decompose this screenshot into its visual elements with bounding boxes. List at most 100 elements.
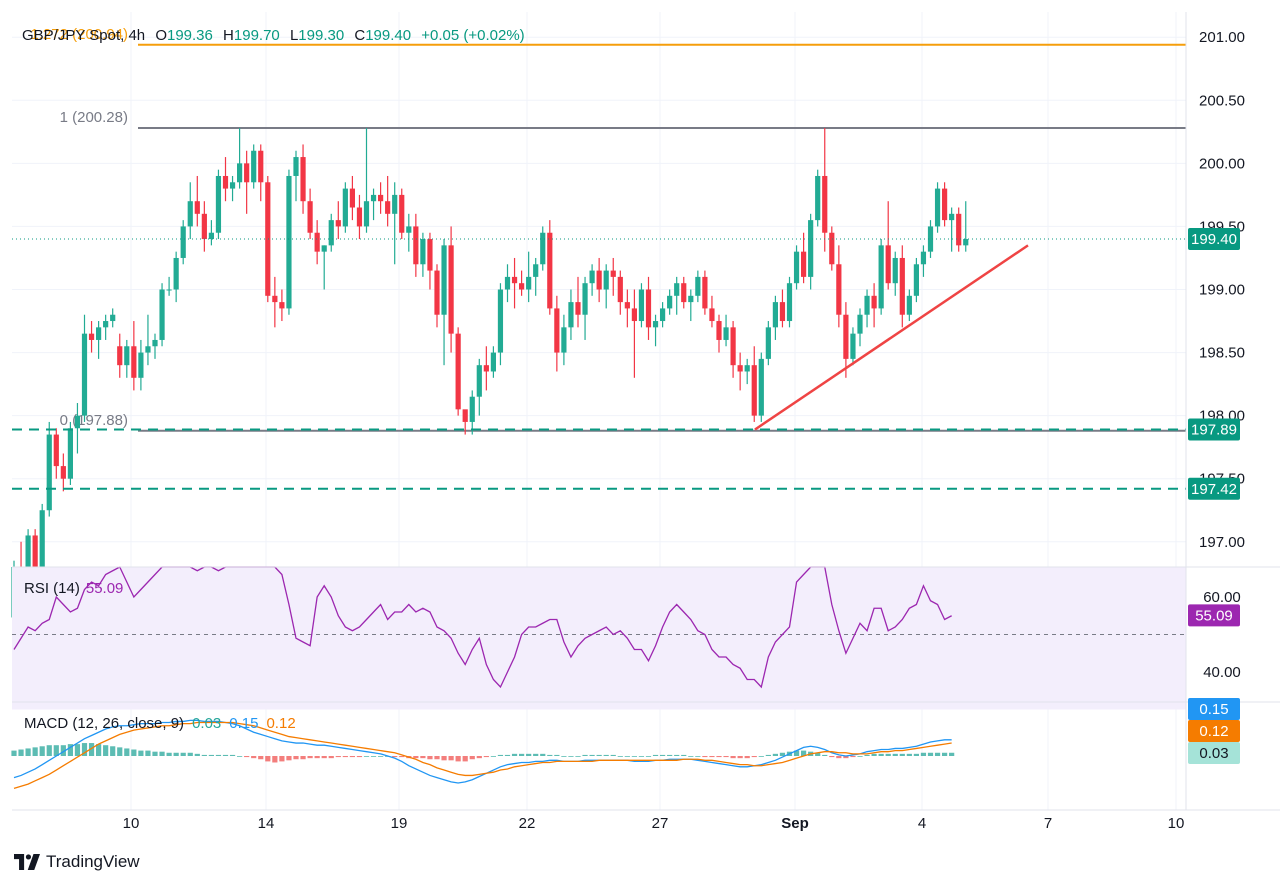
level-price-tag: 197.42 xyxy=(1188,477,1240,500)
macd-histogram-bar xyxy=(208,754,214,756)
candle-body xyxy=(363,201,370,227)
candle-body xyxy=(864,295,870,315)
candle-body xyxy=(624,302,630,309)
rsi-tick-label: 40.00 xyxy=(1203,664,1241,681)
macd-histogram-bar xyxy=(110,746,116,756)
candle-body xyxy=(892,257,898,284)
candle-body xyxy=(744,365,750,372)
candle-body xyxy=(173,257,179,290)
candle-body xyxy=(46,434,52,511)
candle-body xyxy=(899,257,905,315)
candle xyxy=(765,321,771,366)
candle xyxy=(124,339,130,378)
fib-level-label: 1 (200.28) xyxy=(60,109,128,126)
candle xyxy=(392,182,398,265)
histogram-value-tag-bg xyxy=(1188,742,1240,764)
macd-histogram-bar xyxy=(504,754,511,756)
candle xyxy=(307,188,313,240)
level-price-tag-text: 197.89 xyxy=(1191,422,1237,439)
candle xyxy=(857,308,863,347)
macd-value-tag-text: 0.15 xyxy=(1199,701,1228,718)
macd-histogram-bar xyxy=(363,756,370,757)
candle-body xyxy=(702,276,708,309)
candle-body xyxy=(32,535,38,580)
candle xyxy=(871,283,877,328)
candle-body xyxy=(949,213,955,221)
macd-histogram-bar xyxy=(575,756,581,757)
candle xyxy=(434,264,440,328)
macd-histogram-bar xyxy=(547,754,553,756)
macd-histogram-bar xyxy=(349,756,355,758)
candle-body xyxy=(152,339,158,347)
macd-histogram-bar xyxy=(300,756,306,760)
macd-legend-value: 0.03 xyxy=(192,715,221,732)
candle-body xyxy=(850,333,856,359)
macd-histogram-bar xyxy=(25,748,31,756)
candle xyxy=(956,207,962,252)
macd-histogram-bar xyxy=(709,756,715,758)
macd-histogram-bar xyxy=(392,756,398,758)
candle xyxy=(399,188,405,240)
macd-histogram-bar xyxy=(617,756,623,757)
macd-histogram-bar xyxy=(222,754,229,756)
macd-histogram-bar xyxy=(286,756,292,761)
candle xyxy=(131,321,137,391)
candle xyxy=(237,128,243,189)
x-tick-label: Sep xyxy=(781,815,809,832)
candle-body xyxy=(399,194,405,233)
candle-body xyxy=(265,182,271,296)
macd-histogram-bar xyxy=(117,747,123,756)
candle-body xyxy=(293,157,299,176)
y-tick-label: 197.00 xyxy=(1199,534,1245,551)
macd-histogram-bar xyxy=(356,756,363,758)
candle xyxy=(342,182,348,233)
macd-histogram-bar xyxy=(469,756,475,760)
candle-body xyxy=(617,276,623,303)
macd-histogram-bar xyxy=(46,745,52,756)
macd-histogram-bar xyxy=(779,752,786,756)
candle-body xyxy=(39,510,45,580)
candle-body xyxy=(561,327,567,353)
candle xyxy=(949,207,955,252)
candle-body xyxy=(829,232,835,265)
candle-body xyxy=(519,283,525,290)
candle-body xyxy=(779,302,786,322)
macd-histogram-bar xyxy=(11,750,17,756)
macd-histogram-bar xyxy=(730,756,736,759)
candle-body xyxy=(194,201,200,214)
macd-histogram-bar xyxy=(906,753,912,756)
candle-body xyxy=(378,194,384,202)
macd-histogram-bar xyxy=(131,749,137,756)
candle-body xyxy=(963,239,969,246)
candle-body xyxy=(145,346,151,353)
rsi-value-tag: 55.09 xyxy=(1188,604,1240,627)
candle xyxy=(258,144,264,202)
macd-histogram-bar xyxy=(152,751,158,756)
candle xyxy=(878,239,884,315)
axes: 10 14 19 22 27 Sep 4 7 10201.00200.50200.00199.5… xyxy=(12,12,1280,832)
macd-histogram-bar xyxy=(533,753,539,756)
candle xyxy=(427,232,433,290)
candle xyxy=(561,314,567,366)
symbol-comma: , xyxy=(120,27,128,44)
candle xyxy=(476,358,482,416)
macd-histogram-bar xyxy=(307,756,313,759)
open-value: 199.36 xyxy=(167,27,213,44)
candle-body xyxy=(88,333,95,340)
macd-histogram-bar xyxy=(201,754,207,756)
macd-histogram-bar xyxy=(688,756,694,757)
candle xyxy=(702,270,708,315)
macd-histogram-bar xyxy=(370,756,377,757)
candle xyxy=(801,232,807,284)
candle xyxy=(173,251,179,303)
macd-histogram-bar xyxy=(441,756,447,761)
candle xyxy=(286,169,292,315)
candle xyxy=(772,295,778,340)
macd-histogram-bar xyxy=(321,756,327,759)
macd-histogram-bar xyxy=(413,756,419,759)
macd-histogram-bar xyxy=(554,754,560,756)
candle xyxy=(469,390,475,435)
macd-histogram-bar xyxy=(265,756,271,762)
chart-overlays xyxy=(12,238,1186,490)
